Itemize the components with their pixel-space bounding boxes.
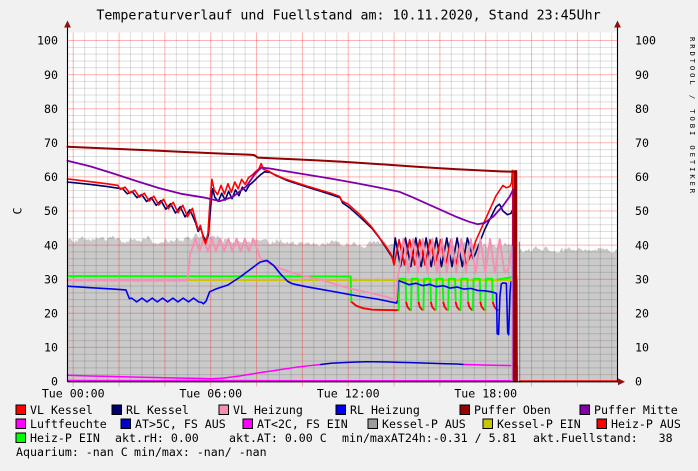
y-tick-label-right: 30 (635, 272, 649, 286)
y-tick-label-right: 20 (635, 307, 649, 321)
y-tick-label-right: 80 (635, 102, 649, 116)
legend-label: VL Heizung (233, 403, 303, 417)
y-tick-label-right: 10 (635, 341, 649, 355)
series-line-heiz-p-ein (434, 277, 445, 311)
series-line-heiz-p-ein (410, 277, 420, 311)
series-line-heiz-p-ein (422, 277, 432, 311)
series-area-kessel-p-aus (67, 233, 517, 382)
y-tick-label-right: 90 (635, 68, 649, 82)
graph-title: Temperaturverlauf und Fuellstand am: 10.… (96, 9, 600, 24)
y-tick-label-right: 60 (635, 170, 649, 184)
series-line-at-2c-fs-ein (66, 363, 322, 380)
y-tick-label-left: 60 (44, 170, 58, 184)
series-line-heiz-p-ein (471, 277, 482, 311)
y-tick-label-left: 20 (44, 307, 58, 321)
y-tick-label-left: 90 (44, 68, 58, 82)
series-line-puffer-oben (66, 145, 517, 173)
y-tick-label-right: 40 (635, 238, 649, 252)
legend-label: AT<2C, FS EIN (257, 417, 348, 431)
legend-label: VL Kessel (30, 403, 93, 417)
series-area-kessel-p-aus (519, 245, 618, 382)
legend-label: Aquarium: -nan C (16, 445, 128, 459)
legend-label: Kessel-P EIN (497, 417, 581, 431)
series (66, 145, 619, 383)
legend-label: akt.AT: 0.00 C (229, 431, 327, 445)
legend (15, 404, 607, 443)
legend-label: RL Heizung (350, 403, 420, 417)
legend-label: Puffer Oben (474, 403, 551, 417)
y-tick-label-right: 0 (635, 375, 642, 389)
legend-swatch-kessel-p-ein (482, 418, 493, 429)
legend-swatch-vl-kessel (15, 404, 26, 415)
series-line-rl-heizung (66, 259, 518, 382)
y-tick-label-right: 70 (635, 136, 649, 150)
series-line-heiz-p-ein (397, 277, 408, 311)
legend-swatch-puffer-mitte (579, 404, 590, 415)
y-tick-label-right: 100 (635, 34, 656, 48)
series-line-vl-kessel (66, 162, 514, 382)
legend-label: Heiz-P EIN (30, 431, 100, 445)
legend-swatch-heiz-p-ein (15, 432, 26, 443)
series-line-heiz-p-aus (350, 300, 400, 312)
legend-label: Kessel-P AUS (382, 417, 466, 431)
grid (67, 32, 618, 387)
legend-swatch-puffer-oben (459, 404, 470, 415)
y-tick-label-left: 100 (37, 34, 58, 48)
legend-swatch-rl-kessel (111, 404, 122, 415)
legend-label: akt.rH: 0.00 (115, 431, 199, 445)
legend-label: RL Kessel (126, 403, 189, 417)
y-axis-left-arrow-icon (64, 20, 71, 28)
y-tick-label-right: 50 (635, 204, 649, 218)
y-tick-label-left: 50 (44, 204, 58, 218)
axes (64, 20, 625, 386)
y-axis-title: C (11, 207, 25, 214)
series-line-heiz-p-ein (447, 277, 457, 311)
x-axis-arrow-icon (618, 378, 625, 386)
legend-label: Luftfeuchte (30, 417, 107, 431)
y-axis-right-arrow-icon (614, 20, 621, 28)
x-tick-label: Tue 06:00 (179, 387, 242, 401)
legend-swatch-luftfeuchte (15, 418, 26, 429)
legend-label: Puffer Mitte (594, 403, 678, 417)
rrdtool-watermark: RRDTOOL / TOBI OETIKER (688, 37, 697, 196)
y-tick-label-left: 80 (44, 102, 58, 116)
series-line-heiz-p-ein (459, 277, 470, 311)
legend-swatch-rl-heizung (335, 404, 346, 415)
y-tick-label-left: 0 (51, 375, 58, 389)
legend-label: akt.Fuellstand: 38 (533, 431, 673, 445)
legend-swatch-at-2c-fs-ein (242, 418, 253, 429)
legend-swatch-vl-heizung (218, 404, 229, 415)
legend-label: Heiz-P AUS (611, 417, 681, 431)
legend-label: min/maxAT24h:-0.31 / 5.81 (342, 431, 517, 445)
x-tick-label: Tue 12:00 (317, 387, 380, 401)
y-tick-label-left: 30 (44, 272, 58, 286)
legend-swatch-kessel-p-aus (367, 418, 378, 429)
x-tick-label: Tue 18:00 (454, 387, 517, 401)
series-line-puffer-mitte (66, 159, 515, 382)
series-line-vl-heizung (66, 237, 398, 301)
x-tick-label: Tue 00:00 (42, 387, 105, 401)
series-areas (67, 233, 618, 382)
legend-swatch-at-5c-fs-aus (120, 418, 131, 429)
y-tick-label-left: 70 (44, 136, 58, 150)
series-line-at-5c-fs-aus (319, 360, 465, 366)
series-line-rl-kessel (66, 170, 514, 382)
series-line-heiz-p-ein (484, 277, 494, 311)
legend-swatch-heiz-p-aus (596, 418, 607, 429)
legend-label: AT>5C, FS AUS (135, 417, 226, 431)
legend-label: min/max: -nan/ -nan (134, 445, 267, 459)
y-tick-label-left: 40 (44, 238, 58, 252)
y-tick-label-left: 10 (44, 341, 58, 355)
series-line-vl-heizung (395, 238, 514, 382)
